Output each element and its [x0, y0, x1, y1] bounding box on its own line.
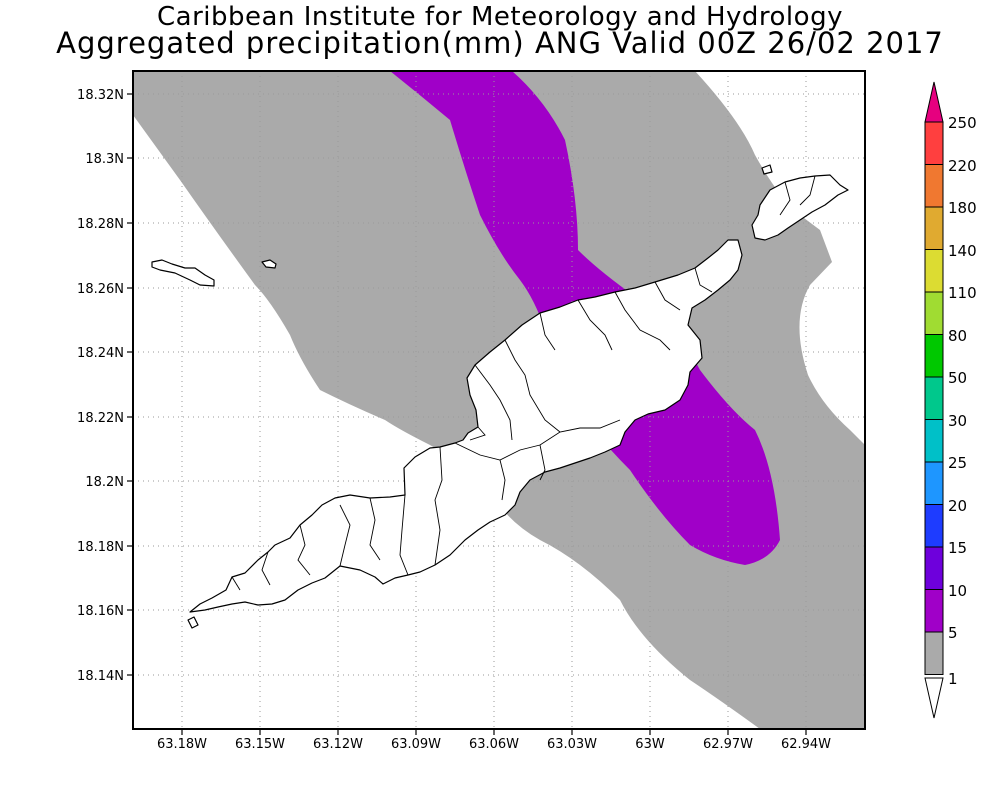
- colorbar-swatch: [924, 419, 944, 463]
- colorbar-label: 30: [948, 412, 967, 430]
- colorbar-swatch: [924, 376, 944, 420]
- latitude-labels: 18.32N 18.3N 18.28N 18.26N 18.24N 18.22N…: [77, 88, 124, 684]
- colorbar-swatch: [924, 249, 944, 293]
- colorbar-label: 10: [948, 582, 967, 600]
- lat-label: 18.32N: [77, 88, 124, 103]
- colorbar-swatch: [924, 121, 944, 165]
- islet-west: [261, 259, 277, 269]
- lon-label: 63.09W: [391, 737, 441, 752]
- colorbar-top-arrow: [924, 81, 944, 123]
- colorbar-label: 250: [948, 114, 977, 132]
- colorbar-swatch: [924, 206, 944, 250]
- colorbar-swatch: [924, 631, 944, 675]
- colorbar-label: 1: [948, 670, 958, 688]
- longitude-labels: 63.18W 63.15W 63.12W 63.09W 63.06W 63.03…: [157, 737, 831, 752]
- district-boundaries: [231, 175, 816, 591]
- lat-label: 18.3N: [85, 152, 124, 167]
- lon-label: 63W: [635, 737, 665, 752]
- colorbar-swatch: [924, 461, 944, 505]
- lat-label: 18.24N: [77, 346, 124, 361]
- lon-label: 63.18W: [157, 737, 207, 752]
- dog-island: [151, 259, 215, 287]
- map-area: [133, 71, 865, 729]
- lat-label: 18.18N: [77, 540, 124, 555]
- lat-label: 18.2N: [85, 475, 124, 490]
- map-frame: [132, 70, 866, 730]
- lat-label: 18.16N: [77, 604, 124, 619]
- anguilla-island: [189, 239, 743, 613]
- colorbar-label: 15: [948, 539, 967, 557]
- colorbar-swatch: [924, 164, 944, 208]
- lat-label: 18.28N: [77, 217, 124, 232]
- colorbar-label: 140: [948, 242, 977, 260]
- scrub-island: [751, 174, 849, 241]
- colorbar-swatch: [924, 589, 944, 633]
- chart-title: Caribbean Institute for Meteorology and …: [157, 2, 843, 32]
- colorbar-label: 20: [948, 497, 967, 515]
- colorbar-bottom-arrow: [924, 677, 944, 719]
- islet-northeast: [761, 164, 773, 175]
- colorbar-label: 50: [948, 369, 967, 387]
- lon-label: 62.97W: [703, 737, 753, 752]
- lat-label: 18.26N: [77, 282, 124, 297]
- island-outlines: [151, 164, 849, 629]
- colorbar-label: 5: [948, 624, 958, 642]
- colorbar-swatch: [924, 546, 944, 590]
- lon-label: 63.12W: [313, 737, 363, 752]
- colorbar-swatch: [924, 504, 944, 548]
- lon-label: 63.15W: [235, 737, 285, 752]
- colorbar-swatch: [924, 334, 944, 378]
- lon-label: 63.03W: [547, 737, 597, 752]
- colorbar-swatch: [924, 291, 944, 335]
- islet-southwest: [187, 616, 199, 629]
- colorbar-label: 110: [948, 284, 977, 302]
- lat-label: 18.14N: [77, 669, 124, 684]
- colorbar-label: 180: [948, 199, 977, 217]
- colorbar: [924, 81, 944, 719]
- axis-ticks: [127, 93, 807, 735]
- lat-label: 18.22N: [77, 411, 124, 426]
- lon-label: 62.94W: [781, 737, 831, 752]
- colorbar-label: 80: [948, 327, 967, 345]
- colorbar-label: 220: [948, 157, 977, 175]
- colorbar-labels: 250 220 180 140 110 80 50 30 25 20 15 10…: [948, 114, 977, 688]
- colorbar-label: 25: [948, 454, 967, 472]
- chart-subtitle: Aggregated precipitation(mm) ANG Valid 0…: [56, 26, 944, 60]
- lon-label: 63.06W: [469, 737, 519, 752]
